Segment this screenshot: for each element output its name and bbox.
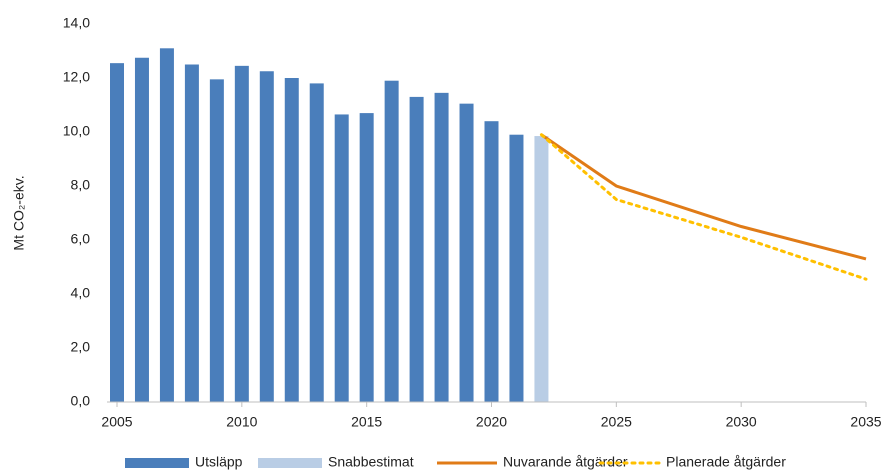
y-tick-label: 12,0 [63,69,90,85]
bar [259,71,274,402]
x-tick-label: 2005 [101,414,132,430]
x-tick-label: 2035 [850,414,881,430]
bar [284,78,299,402]
bar [110,63,124,403]
line [540,133,867,261]
bar [209,79,224,402]
bar [234,65,249,402]
bar [409,96,424,403]
bar [534,136,549,403]
y-tick-label: 4,0 [71,285,91,301]
y-tick-label: 8,0 [71,177,91,193]
x-tick-label: 2025 [601,414,632,430]
y-tick-label: 10,0 [63,123,90,139]
y-tick-label: 14,0 [63,15,90,31]
x-tick-label: 2030 [726,414,757,430]
bar [184,64,199,402]
legend-label: Snabbestimat [328,454,414,470]
bar [484,121,499,402]
legend-label: Planerade åtgärder [666,454,786,470]
y-tick-label: 6,0 [71,231,91,247]
line [539,133,868,281]
bar [384,80,399,402]
bar [509,134,524,402]
bar [334,114,349,402]
legend-swatch [125,458,189,468]
bar [134,57,149,402]
bar [309,83,324,403]
y-tick-label: 2,0 [71,339,91,355]
x-tick-label: 2010 [226,414,257,430]
bar [359,113,374,402]
bar [459,103,474,403]
y-tick-label: 0,0 [71,393,91,409]
y-axis-label: Mt CO₂-ekv. [11,175,27,250]
legend-label: Utsläpp [195,454,243,470]
bar [159,48,174,403]
x-tick-label: 2020 [476,414,507,430]
x-tick-label: 2015 [351,414,382,430]
bar [434,92,449,402]
legend-label: Nuvarande åtgärder [503,454,628,470]
legend-swatch [258,458,322,468]
